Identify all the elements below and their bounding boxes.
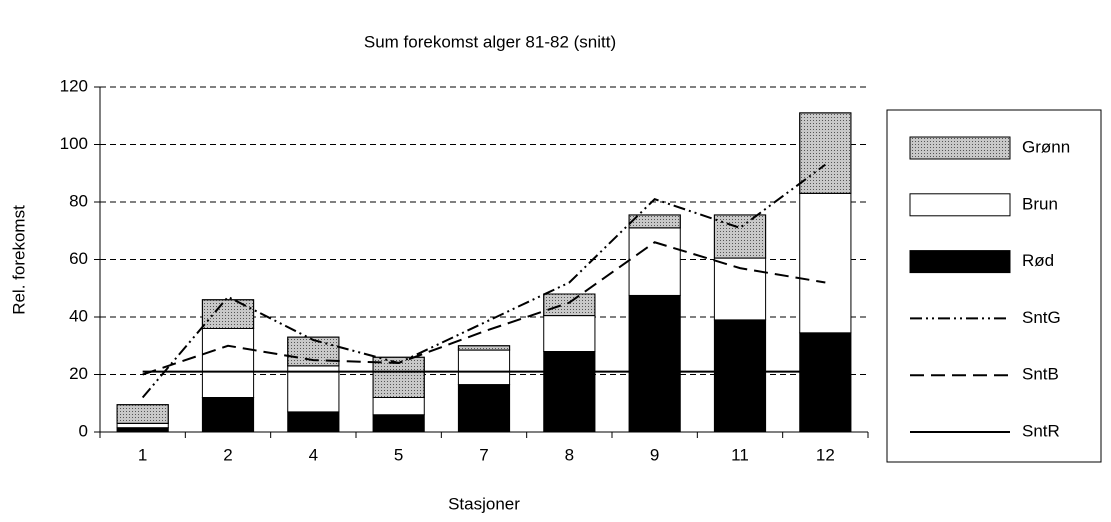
bar-segment: [543, 315, 596, 352]
bar-segment: [799, 192, 852, 334]
x-tick-label: 8: [565, 445, 574, 464]
bar-segment: [457, 384, 511, 433]
y-tick-label: 80: [69, 191, 88, 210]
y-tick-label: 0: [79, 421, 88, 440]
bar-segment: [287, 411, 340, 433]
legend-label: Grønn: [1022, 137, 1070, 156]
legend-label: SntB: [1022, 365, 1059, 384]
x-tick-label: 12: [816, 445, 835, 464]
legend-label: Rød: [1022, 251, 1054, 270]
bar-pattern: [628, 214, 681, 229]
legend-swatch: [909, 250, 1011, 274]
chart-title: Sum forekomst alger 81-82 (snitt): [364, 32, 616, 51]
y-axis-label: Rel. forekomst: [9, 205, 28, 315]
y-tick-label: 20: [69, 364, 88, 383]
legend-label: SntR: [1022, 421, 1060, 440]
bar-segment: [457, 349, 511, 386]
y-tick-label: 120: [60, 76, 88, 95]
bar-segment: [372, 414, 425, 433]
x-tick-label: 4: [309, 445, 318, 464]
bar-pattern: [799, 112, 852, 194]
bar-segment: [201, 328, 255, 398]
bar-segment: [116, 422, 169, 429]
bar-pattern: [116, 404, 169, 424]
x-tick-label: 5: [394, 445, 403, 464]
legend-label: Brun: [1022, 194, 1058, 213]
bar-pattern: [543, 293, 596, 317]
bar-pattern: [201, 299, 255, 329]
legend-label: SntG: [1022, 308, 1061, 327]
bar-pattern: [457, 345, 511, 351]
bar-segment: [799, 332, 852, 433]
y-tick-label: 100: [60, 134, 88, 153]
bar-segment: [543, 351, 596, 433]
bar-segment: [713, 319, 767, 433]
y-tick-label: 60: [69, 249, 88, 268]
bar-segment: [287, 365, 340, 413]
y-tick-label: 40: [69, 306, 88, 325]
bar-segment: [628, 227, 681, 296]
bar-segment: [628, 294, 681, 433]
bar-segment: [116, 427, 169, 433]
bar-segment: [372, 397, 425, 416]
legend-swatch: [909, 193, 1011, 217]
legend-pattern: [909, 136, 1011, 160]
x-axis-label: Stasjoner: [448, 494, 520, 513]
bar-segment: [201, 397, 255, 433]
legend-box: [886, 109, 1102, 463]
x-tick-label: 9: [650, 445, 659, 464]
line-series: [141, 163, 826, 399]
x-tick-label: 11: [731, 445, 749, 464]
x-tick-label: 2: [223, 445, 232, 464]
x-tick-label: 1: [138, 445, 147, 464]
x-tick-label: 7: [479, 445, 488, 464]
line-series: [142, 241, 826, 376]
